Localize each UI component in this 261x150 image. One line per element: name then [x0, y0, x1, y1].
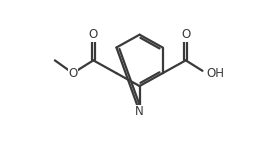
- Text: O: O: [68, 67, 78, 80]
- Text: OH: OH: [206, 67, 224, 80]
- Text: N: N: [135, 105, 144, 118]
- Text: O: O: [89, 28, 98, 41]
- Text: O: O: [181, 28, 190, 41]
